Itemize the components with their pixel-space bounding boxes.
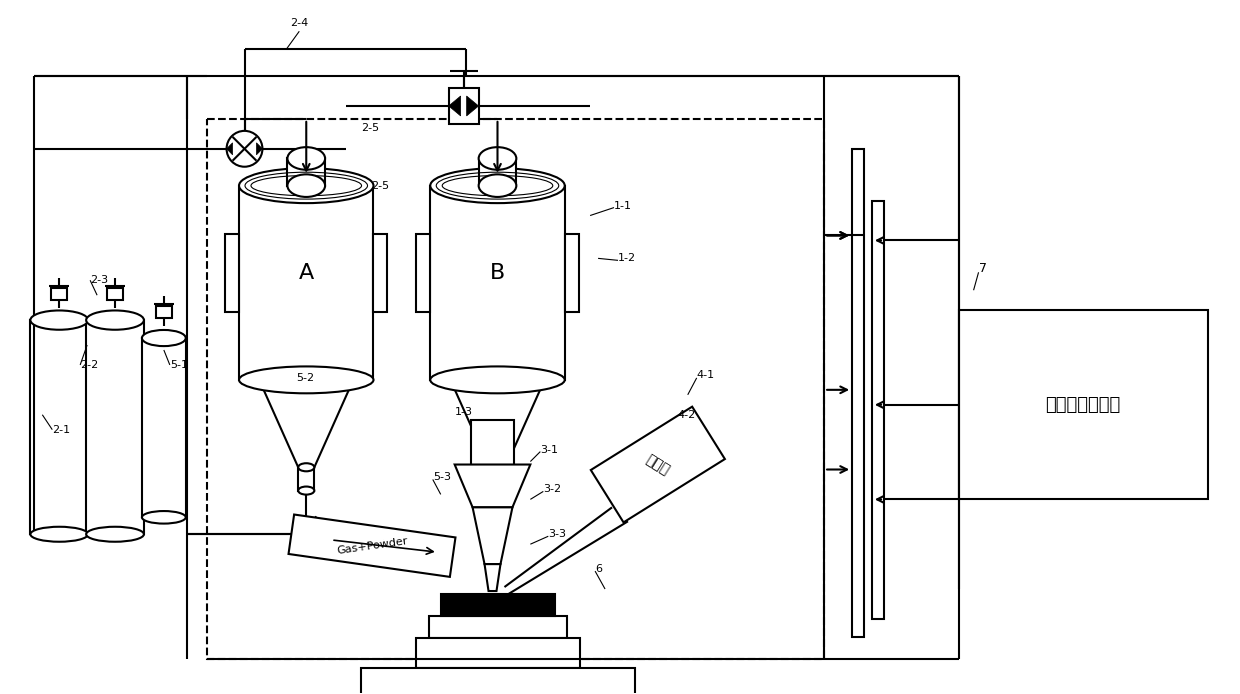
Text: Gas+Powder: Gas+Powder — [336, 536, 408, 556]
Text: 2-4: 2-4 — [290, 18, 309, 28]
Bar — [373, 234, 387, 312]
Bar — [852, 149, 864, 637]
Bar — [30, 320, 88, 534]
Text: 5-1: 5-1 — [170, 360, 187, 370]
Bar — [479, 158, 516, 186]
Ellipse shape — [30, 527, 88, 542]
Ellipse shape — [490, 463, 506, 471]
Polygon shape — [259, 380, 353, 467]
Bar — [429, 616, 567, 638]
Polygon shape — [485, 564, 501, 591]
Ellipse shape — [298, 463, 314, 471]
Bar — [239, 186, 373, 380]
Polygon shape — [227, 143, 233, 155]
Ellipse shape — [141, 511, 186, 523]
Text: 2-1: 2-1 — [52, 425, 71, 434]
Ellipse shape — [288, 147, 325, 170]
Polygon shape — [455, 464, 531, 507]
Ellipse shape — [490, 486, 506, 495]
Bar — [226, 234, 239, 312]
Text: 3-2: 3-2 — [543, 484, 562, 494]
Text: 1-3: 1-3 — [455, 407, 472, 416]
Text: 3-3: 3-3 — [548, 530, 567, 539]
Bar — [440, 594, 556, 616]
Text: 5-2: 5-2 — [296, 373, 315, 383]
Ellipse shape — [298, 486, 314, 495]
Bar — [449, 88, 479, 124]
Text: A: A — [299, 263, 314, 283]
Text: 1-1: 1-1 — [614, 201, 632, 210]
Text: 4-2: 4-2 — [678, 409, 696, 420]
Text: 1-2: 1-2 — [618, 253, 636, 263]
Bar — [141, 338, 186, 517]
Text: 6: 6 — [595, 564, 603, 574]
Ellipse shape — [239, 168, 373, 203]
Text: 5-3: 5-3 — [433, 473, 451, 482]
Ellipse shape — [479, 147, 516, 170]
Bar — [288, 158, 325, 186]
Text: 4-1: 4-1 — [697, 370, 714, 380]
Polygon shape — [257, 143, 263, 155]
Bar — [872, 201, 884, 619]
Text: B: B — [490, 263, 505, 283]
Bar — [107, 288, 123, 301]
Bar — [51, 288, 67, 301]
Text: 2-5: 2-5 — [361, 123, 379, 133]
Text: 计算机控制中心: 计算机控制中心 — [1045, 396, 1121, 414]
Polygon shape — [289, 514, 455, 577]
Polygon shape — [449, 96, 460, 116]
Bar — [564, 234, 579, 312]
Polygon shape — [450, 380, 544, 467]
Ellipse shape — [141, 330, 186, 346]
Ellipse shape — [239, 366, 373, 393]
Text: 3-1: 3-1 — [541, 445, 558, 455]
Ellipse shape — [86, 527, 144, 542]
Ellipse shape — [288, 174, 325, 197]
Text: 2-5: 2-5 — [371, 180, 389, 191]
Ellipse shape — [30, 310, 88, 330]
Ellipse shape — [86, 310, 144, 330]
Bar — [156, 306, 172, 318]
Ellipse shape — [479, 174, 516, 197]
Text: 2-3: 2-3 — [91, 276, 108, 285]
Bar — [430, 186, 564, 380]
Bar — [959, 310, 1208, 500]
Bar — [207, 119, 825, 659]
Bar — [417, 234, 430, 312]
Bar — [86, 320, 144, 534]
Text: 2-2: 2-2 — [81, 360, 98, 370]
Bar — [298, 467, 314, 491]
Bar — [361, 668, 635, 694]
Ellipse shape — [430, 168, 564, 203]
Ellipse shape — [430, 366, 564, 393]
Text: 7: 7 — [978, 262, 987, 275]
Bar — [490, 467, 506, 491]
Bar — [590, 407, 725, 523]
Polygon shape — [472, 507, 512, 564]
Text: 激光器: 激光器 — [644, 452, 672, 477]
Bar — [471, 420, 515, 464]
Polygon shape — [466, 96, 479, 116]
Bar — [415, 638, 580, 668]
Circle shape — [227, 131, 263, 167]
